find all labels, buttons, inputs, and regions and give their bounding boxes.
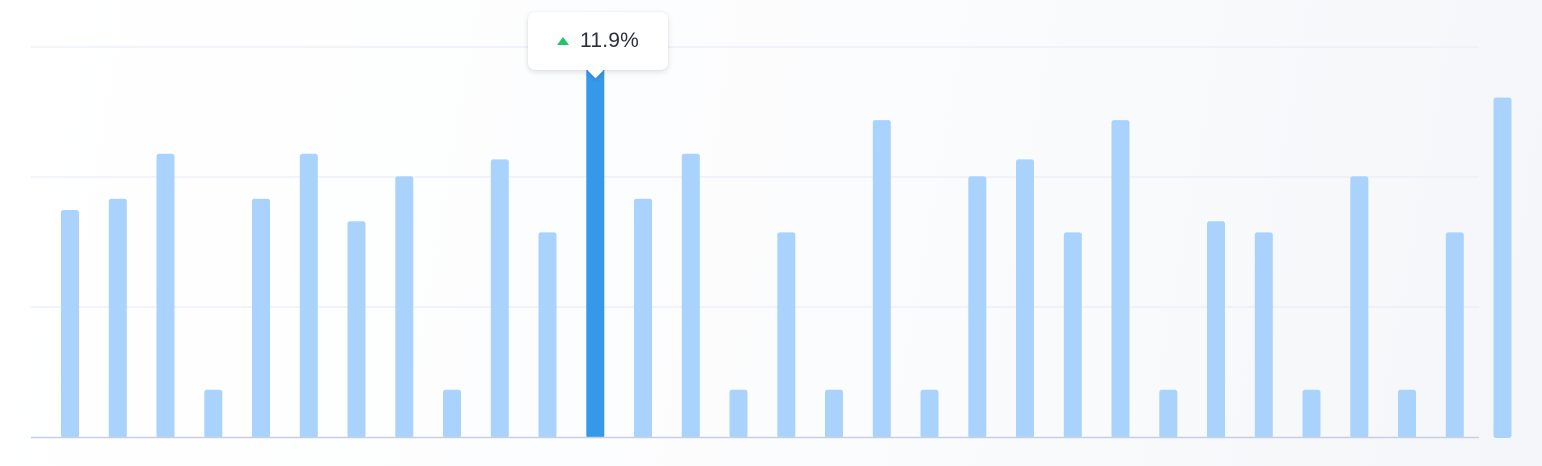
bar[interactable] [299, 153, 318, 439]
bar[interactable] [1063, 232, 1082, 438]
bar[interactable] [490, 159, 509, 438]
bars [61, 63, 1512, 439]
value-tooltip: 11.9% [528, 12, 668, 70]
bar[interactable] [538, 232, 557, 438]
bar[interactable] [729, 389, 748, 438]
bar[interactable] [1207, 221, 1225, 438]
bar-highlighted[interactable] [586, 63, 605, 439]
bar[interactable] [1254, 232, 1273, 438]
bar[interactable] [1445, 232, 1464, 438]
bar[interactable] [825, 389, 843, 438]
bar[interactable] [204, 389, 223, 438]
bar[interactable] [1493, 97, 1512, 438]
bar[interactable] [252, 198, 270, 438]
bar[interactable] [443, 389, 461, 438]
bar[interactable] [681, 153, 700, 439]
bar[interactable] [61, 210, 79, 438]
bar[interactable] [968, 176, 987, 439]
bar[interactable] [920, 389, 939, 438]
bar[interactable] [634, 198, 652, 438]
bar[interactable] [1350, 176, 1369, 439]
bar[interactable] [1398, 389, 1416, 438]
bar[interactable] [395, 176, 414, 439]
bar[interactable] [108, 198, 127, 438]
bar[interactable] [1302, 389, 1321, 438]
triangle-up-icon [557, 37, 569, 45]
bar[interactable] [347, 221, 366, 438]
bar[interactable] [1159, 389, 1178, 438]
tooltip-value: 11.9% [580, 29, 639, 52]
grid-lines [31, 46, 1479, 308]
bar[interactable] [1016, 159, 1034, 438]
bar[interactable] [1111, 120, 1130, 438]
bar[interactable] [156, 153, 175, 439]
bar[interactable] [777, 232, 796, 438]
bar[interactable] [872, 120, 891, 438]
